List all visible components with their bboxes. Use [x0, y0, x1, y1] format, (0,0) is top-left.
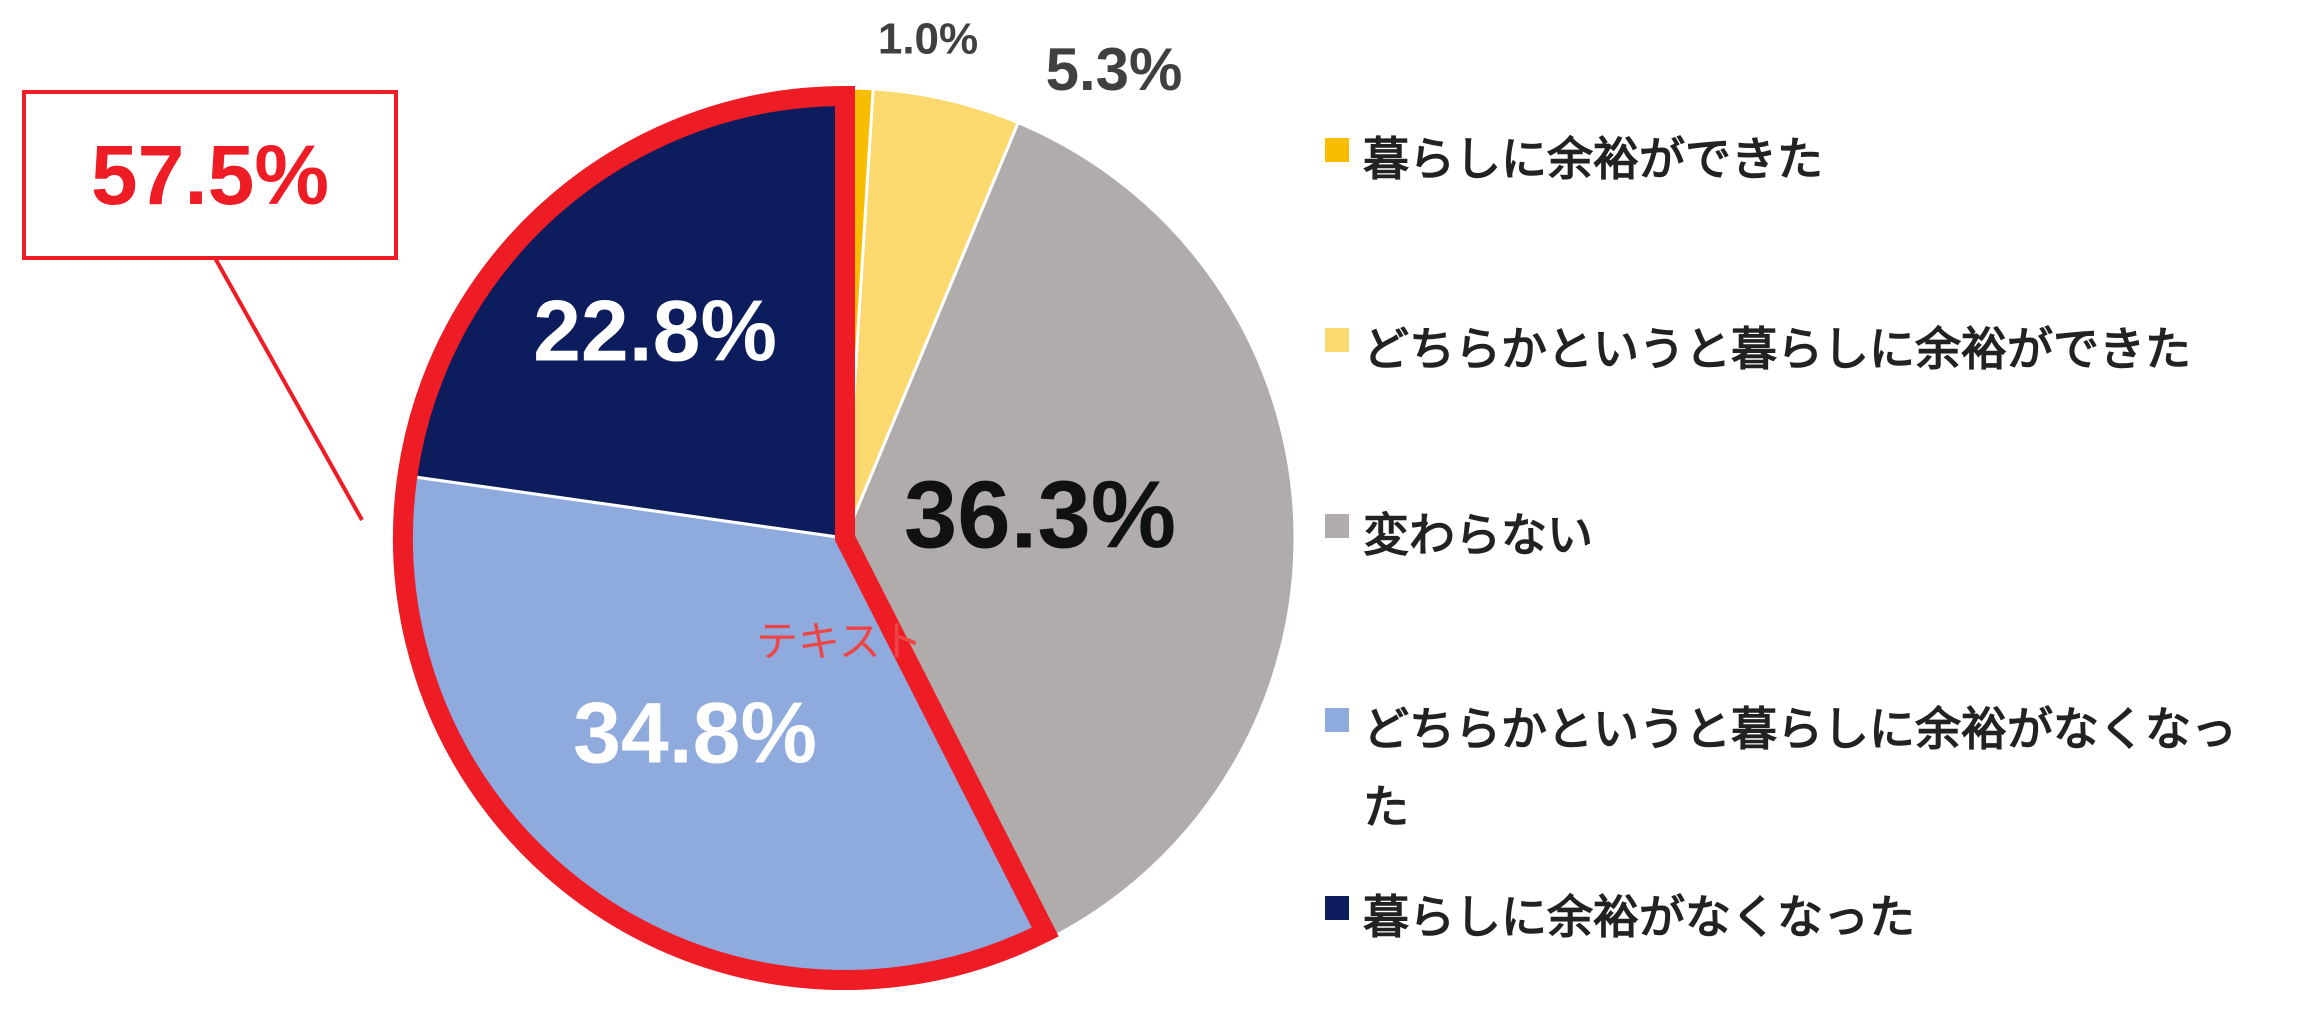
- legend-label: 暮らしに余裕ができた: [1363, 132, 1823, 186]
- legend-label: 暮らしに余裕がなくなった: [1363, 890, 1915, 944]
- legend: 暮らしに余裕ができた どちらかというと暮らしに余裕ができた 変わらない どちらか…: [1325, 0, 2320, 1016]
- data-label: 5.3%: [1046, 36, 1183, 103]
- legend-label: どちらかというと暮らしに余裕がなくなった: [1363, 702, 2237, 834]
- pie-slice: [843, 120, 1297, 942]
- legend-label: 変わらない: [1363, 508, 1593, 562]
- callout-connector: [213, 257, 364, 521]
- legend-item-comfortable: 暮らしに余裕ができた: [1325, 120, 2320, 198]
- legend-swatch: [1325, 708, 1349, 732]
- highlight-callout-box: 57.5%: [22, 90, 398, 260]
- legend-item-no-change: 変わらない: [1325, 496, 2320, 574]
- data-label: 22.8%: [533, 284, 777, 380]
- data-label: 36.3%: [904, 461, 1176, 568]
- legend-swatch: [1325, 328, 1349, 352]
- placeholder-text: テキスト: [756, 617, 923, 666]
- highlight-total-label: 57.5%: [90, 127, 330, 222]
- data-label: 34.8%: [573, 686, 817, 782]
- legend-item-less-comfortable: 暮らしに余裕がなくなった: [1325, 878, 2320, 956]
- legend-item-somewhat-comfortable: どちらかというと暮らしに余裕ができた: [1325, 310, 2320, 388]
- legend-swatch: [1325, 514, 1349, 538]
- legend-label: どちらかというと暮らしに余裕ができた: [1363, 322, 2191, 376]
- legend-item-somewhat-less-comfortable: どちらかというと暮らしに余裕がなくなった: [1325, 690, 2243, 846]
- highlight-outline: [392, 85, 1059, 990]
- legend-swatch: [1325, 896, 1349, 920]
- legend-swatch: [1325, 138, 1349, 162]
- data-label: 1.0%: [878, 15, 978, 64]
- pie-slice: [843, 87, 1021, 539]
